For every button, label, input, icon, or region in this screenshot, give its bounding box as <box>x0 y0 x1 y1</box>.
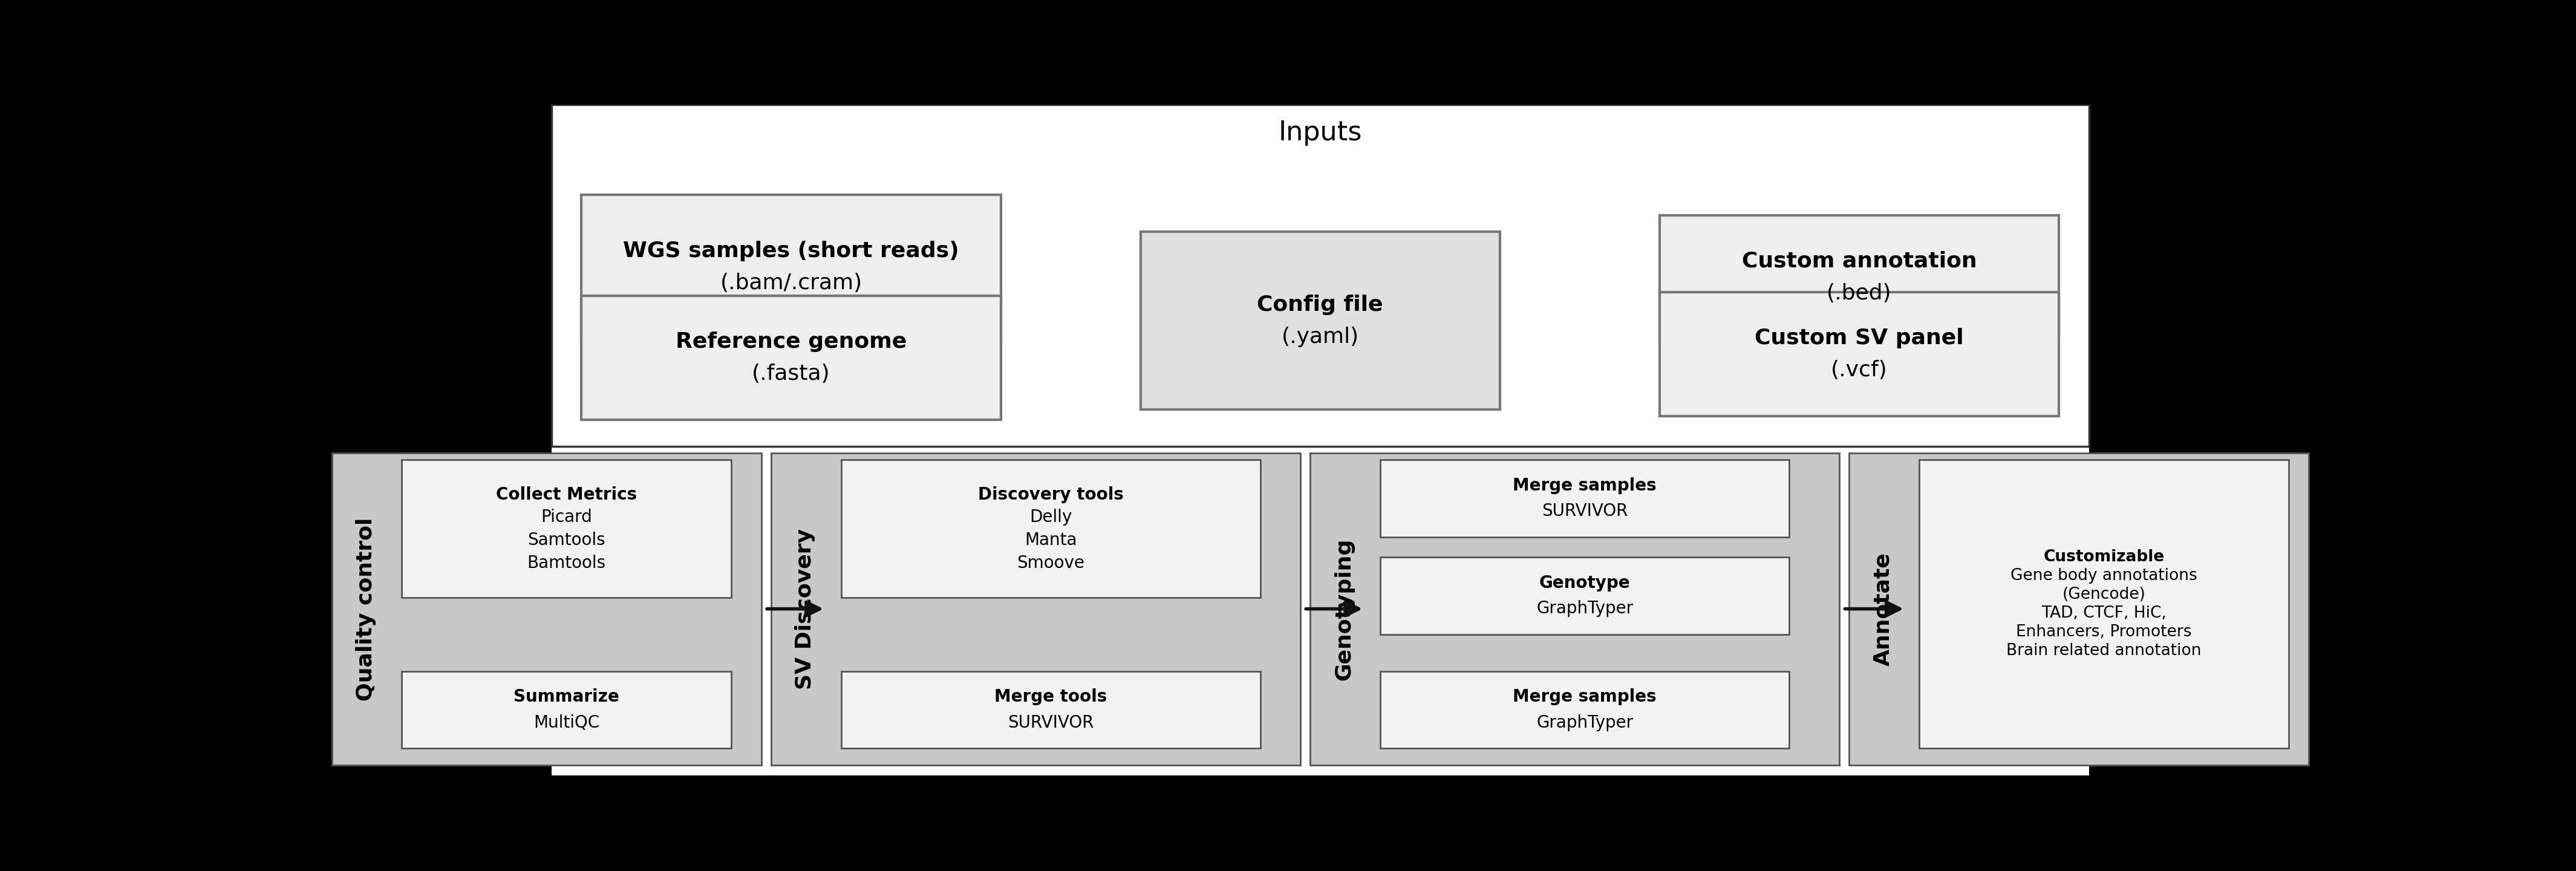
FancyBboxPatch shape <box>402 460 732 598</box>
Text: TAD, CTCF, HiC,: TAD, CTCF, HiC, <box>2040 605 2166 621</box>
Text: SURVIVOR: SURVIVOR <box>1007 714 1095 731</box>
Text: Customizable: Customizable <box>2043 550 2164 565</box>
FancyBboxPatch shape <box>770 453 1301 765</box>
Text: Collect Metrics: Collect Metrics <box>497 486 636 503</box>
Text: Manta: Manta <box>1025 531 1077 549</box>
Text: Annotate: Annotate <box>1873 552 1893 666</box>
Text: Custom annotation: Custom annotation <box>1741 251 1976 272</box>
Text: SV Discovery: SV Discovery <box>796 529 817 690</box>
Text: Gene body annotations: Gene body annotations <box>2009 568 2197 584</box>
Text: Smoove: Smoove <box>1018 555 1084 571</box>
FancyBboxPatch shape <box>1659 293 2058 416</box>
Text: (.fasta): (.fasta) <box>752 363 829 384</box>
FancyBboxPatch shape <box>1381 460 1790 537</box>
FancyBboxPatch shape <box>840 672 1260 748</box>
FancyBboxPatch shape <box>582 295 999 420</box>
Text: GraphTyper: GraphTyper <box>1535 714 1633 731</box>
Text: Genotype: Genotype <box>1540 575 1631 591</box>
Text: MultiQC: MultiQC <box>533 714 600 731</box>
Text: Merge samples: Merge samples <box>1512 477 1656 494</box>
FancyBboxPatch shape <box>582 195 999 339</box>
Text: (.bed): (.bed) <box>1826 283 1891 304</box>
Text: Discovery tools: Discovery tools <box>979 486 1123 503</box>
FancyBboxPatch shape <box>1659 215 2058 339</box>
Text: Enhancers, Promoters: Enhancers, Promoters <box>2017 625 2192 640</box>
Text: Quality control: Quality control <box>355 517 376 701</box>
Text: Genotyping: Genotyping <box>1334 538 1355 680</box>
Text: (.yaml): (.yaml) <box>1280 327 1360 348</box>
Text: SURVIVOR: SURVIVOR <box>1540 503 1628 520</box>
Text: WGS samples (short reads): WGS samples (short reads) <box>623 240 958 261</box>
FancyBboxPatch shape <box>332 453 762 765</box>
Text: Inputs: Inputs <box>1278 120 1363 146</box>
Text: Merge samples: Merge samples <box>1512 689 1656 706</box>
Text: Merge tools: Merge tools <box>994 689 1108 706</box>
Text: Reference genome: Reference genome <box>675 331 907 352</box>
FancyBboxPatch shape <box>1381 672 1790 748</box>
Text: (Gencode): (Gencode) <box>2063 587 2146 603</box>
Text: Brain related annotation: Brain related annotation <box>2007 644 2202 659</box>
Text: Custom SV panel: Custom SV panel <box>1754 328 1963 348</box>
Text: Samtools: Samtools <box>528 531 605 549</box>
FancyBboxPatch shape <box>1311 453 1839 765</box>
FancyBboxPatch shape <box>551 105 2089 775</box>
Text: Picard: Picard <box>541 509 592 526</box>
FancyBboxPatch shape <box>1381 557 1790 634</box>
Text: (.vcf): (.vcf) <box>1832 360 1888 381</box>
Text: Delly: Delly <box>1030 509 1072 526</box>
Text: Summarize: Summarize <box>513 689 618 706</box>
FancyBboxPatch shape <box>1141 232 1499 409</box>
FancyBboxPatch shape <box>840 460 1260 598</box>
FancyBboxPatch shape <box>1850 453 2308 765</box>
Text: Config file: Config file <box>1257 294 1383 315</box>
Text: GraphTyper: GraphTyper <box>1535 600 1633 617</box>
FancyBboxPatch shape <box>1919 460 2287 748</box>
Text: Bamtools: Bamtools <box>528 555 605 571</box>
Text: (.bam/.cram): (.bam/.cram) <box>721 273 863 294</box>
FancyBboxPatch shape <box>551 105 2089 447</box>
FancyBboxPatch shape <box>402 672 732 748</box>
